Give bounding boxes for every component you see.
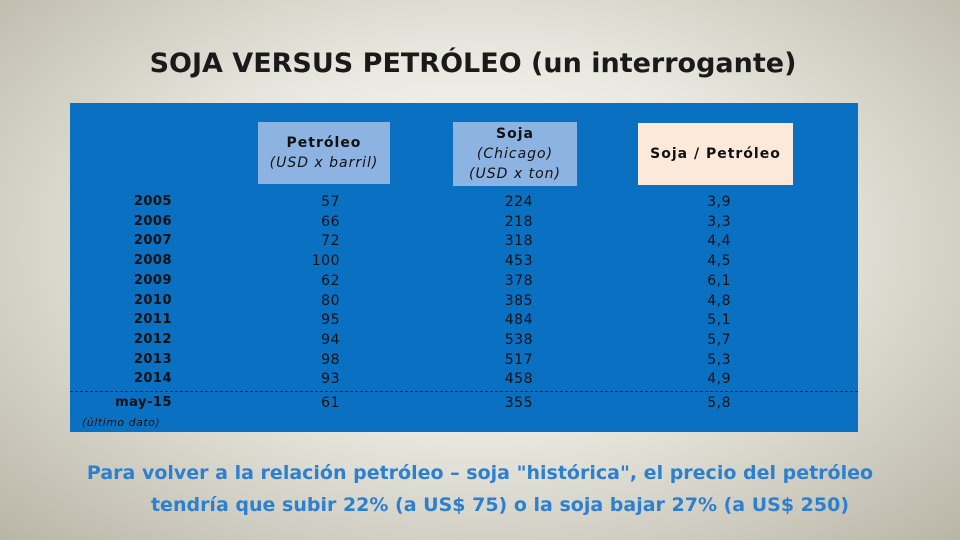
table-cell: 318: [504, 233, 533, 250]
table-cell: 100: [311, 253, 340, 270]
header-text: (Chicago): [476, 146, 554, 162]
row-label: 2009: [133, 272, 172, 288]
table-cell: 4,5: [707, 253, 731, 270]
slide-title: SOJA VERSUS PETRÓLEO (un interrogante): [149, 48, 797, 79]
row-label: 2006: [133, 213, 172, 229]
table-cell: 5,3: [707, 351, 731, 368]
table-cell: 4,8: [707, 292, 731, 309]
table-cell: 62: [321, 272, 340, 289]
row-label: 2008: [133, 253, 172, 269]
row-label: 2007: [133, 233, 172, 249]
table-cell: 95: [321, 312, 340, 329]
header-cell: Petróleo (USD x barril): [258, 122, 390, 184]
table-cell: 80: [321, 292, 340, 309]
table-cell: 98: [321, 351, 340, 368]
table-cell: 385: [504, 292, 533, 309]
row-label: 2011: [133, 312, 172, 328]
header-cell: Soja / Petróleo: [638, 123, 793, 185]
table-cell: 484: [504, 312, 533, 329]
table-cell: 93: [321, 371, 340, 388]
footer-line: Para volver a la relación petróleo – soj…: [86, 462, 874, 484]
header-text: Petróleo: [286, 135, 362, 151]
table-cell: 458: [504, 371, 533, 388]
header-text: (USD x ton): [469, 166, 561, 182]
table-cell: 538: [504, 331, 533, 348]
table-cell: 378: [504, 272, 533, 289]
footer-line: tendría que subir 22% (a US$ 75) o la so…: [150, 494, 850, 516]
table-cell: 3,3: [707, 213, 731, 230]
header-text: Soja: [496, 126, 534, 142]
table-cell: 94: [321, 331, 340, 348]
table-cell: 5,7: [707, 331, 731, 348]
header-text: (USD x barril): [269, 155, 379, 171]
table-cell: 72: [321, 233, 340, 250]
table-cell: 5,1: [707, 312, 731, 329]
table-cell: 57: [321, 194, 340, 210]
table-cell: 218: [504, 213, 533, 230]
row-label: 2014: [133, 371, 172, 387]
row-label: 2010: [133, 292, 172, 308]
table-cell: 4,9: [707, 371, 731, 388]
row-label: 2012: [133, 331, 172, 347]
table-cell: 66: [321, 213, 340, 230]
table-panel: (último dato) Petróleo (USD x barril) Soja…: [70, 103, 858, 432]
separator: [70, 391, 858, 392]
table-cell: 517: [504, 351, 533, 368]
table-cell: 61: [321, 395, 340, 411]
table-cell: 224: [504, 194, 533, 210]
table-cell: 6,1: [707, 272, 731, 289]
row-label: 2013: [133, 351, 172, 367]
row-label: may-15: [115, 395, 172, 410]
header-text: Soja / Petróleo: [650, 146, 781, 162]
table-cell: 3,9: [707, 194, 731, 210]
table-cell: 5,8: [707, 395, 731, 411]
table-cell: 355: [504, 395, 533, 411]
row-label: 2005: [133, 194, 172, 209]
table-cell: 453: [504, 253, 533, 270]
table-cell: 4,4: [707, 233, 731, 250]
header-cell: Soja (Chicago) (USD x ton): [453, 122, 577, 186]
note: (último dato): [82, 416, 161, 429]
